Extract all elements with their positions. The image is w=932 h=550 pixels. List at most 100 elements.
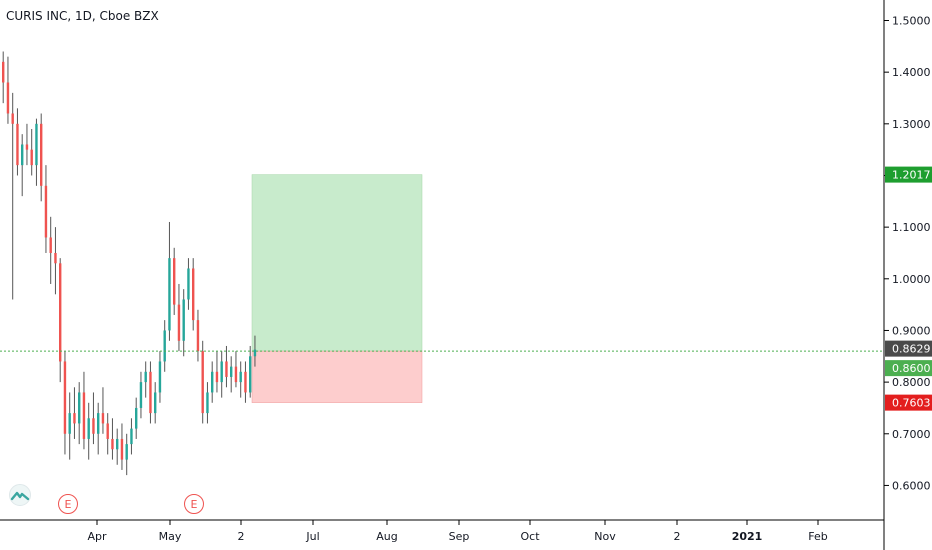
candle-body [187,268,190,300]
candle-body [101,413,105,424]
candle-body [82,392,86,439]
price-tick-label: 0.6000 [892,479,931,492]
candle [120,423,124,470]
candle [234,351,238,388]
candle-body [135,407,138,429]
badge-background [885,166,932,183]
candle-body [211,371,214,393]
candle [44,165,48,253]
candle [130,418,133,455]
candle [149,361,152,424]
candle [177,283,181,352]
candle [163,320,166,372]
time-tick-label: 2 [674,530,681,543]
candle-body [225,361,228,377]
candle-body [35,123,38,166]
candle-body [220,361,223,383]
candle-body [40,123,43,186]
candle-body [54,252,57,264]
candle [192,258,195,331]
time-tick-label: Sep [449,530,470,543]
candle-body [116,438,119,450]
candle [168,221,171,341]
candle [173,247,176,315]
candle [35,118,38,186]
candle-body [234,366,238,383]
candle-body [59,263,62,362]
candle [196,309,200,362]
earnings-marker[interactable]: E [58,494,78,514]
loss-zone[interactable] [251,350,423,403]
candle-body [111,438,114,450]
candle-body [68,413,71,434]
price-tick-label: 1.5000 [892,15,931,28]
time-tick-label: Feb [808,530,827,543]
candle-body [78,392,81,424]
badge-label: 0.8600 [892,362,931,375]
candle-body [125,444,128,460]
candle-body [182,299,185,341]
profit-zone[interactable] [251,174,423,352]
entry-price-badge: 0.8600 [885,360,932,377]
candle [135,397,138,439]
candle [40,113,43,202]
candle [230,356,233,393]
time-tick-label: Nov [594,530,616,543]
candle-body [144,371,147,383]
candle-body [149,371,152,414]
candle-body [44,185,48,238]
candle [2,51,5,104]
candle-body [30,149,33,166]
time-tick-label: Aug [376,530,397,543]
candle [54,227,57,295]
price-tick-label: 1.1000 [892,221,931,234]
price-tick-label: 0.9000 [892,324,931,337]
candle-body [177,304,181,341]
candle [139,371,143,419]
candle-body [21,144,24,166]
candle [116,428,119,465]
candle [211,361,214,403]
candle-body [158,361,162,393]
candle [63,351,67,455]
candle [253,335,257,367]
candle [73,387,76,439]
candle-body [87,418,90,439]
chart-title: CURIS INC, 1D, Cboe BZX [6,9,159,23]
badge-label: 1.2017 [892,169,931,182]
candle-body [168,258,171,331]
position-zones[interactable] [251,174,423,403]
candle [111,418,114,460]
earnings-marker[interactable]: E [184,494,204,514]
candle-body [215,371,219,383]
candle-body [139,382,143,408]
time-tick-label: Oct [520,530,540,543]
candle-body [11,113,14,124]
candle-body [6,82,10,114]
candle [21,134,24,197]
price-tick-label: 1.3000 [892,118,931,131]
price-tick-label: 0.7000 [892,428,931,441]
candle-body [63,361,67,434]
price-tick-label: 0.8000 [892,376,931,389]
candle-body [2,61,5,83]
price-labels: 1.2017 0.8629 0.8600 0.7603 [885,166,932,411]
candle-body [163,330,166,362]
price-tick-label: 1.0000 [892,273,931,286]
candle-body [16,123,19,166]
candle [16,108,19,176]
candle-body [92,418,95,434]
candle [49,216,52,284]
candle [206,382,209,424]
tradingview-logo[interactable] [6,484,34,506]
candle-body [253,349,257,357]
candlestick-series [2,51,257,476]
candle [215,351,219,393]
time-tick-label: 2021 [732,530,763,543]
time-axis[interactable]: Apr May 2 Jul Aug Sep Oct Nov 2 2021 Feb [87,520,828,543]
badge-background [885,394,932,411]
badge-background [885,340,932,357]
candle-body [239,371,242,383]
